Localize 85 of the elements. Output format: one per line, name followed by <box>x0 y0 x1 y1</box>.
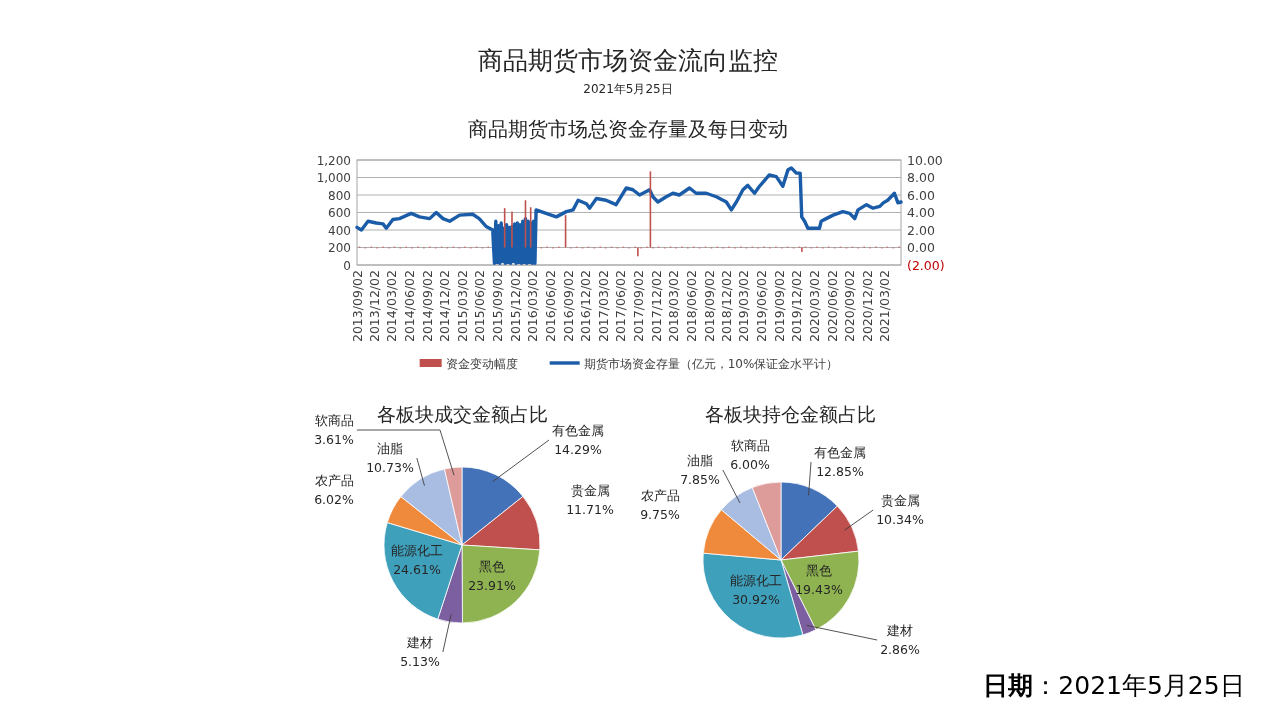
data-label: 10.73% <box>366 460 414 475</box>
data-label: 23.91% <box>468 578 516 593</box>
x-tick-label: 2014/03/02 <box>384 270 400 343</box>
data-label: 10.34% <box>876 512 924 527</box>
x-tick-label: 2018/12/02 <box>719 270 735 343</box>
chart-title: 各板块持仓金额占比 <box>704 403 876 425</box>
x-tick-label: 2013/12/02 <box>367 270 383 343</box>
slice-label: 油脂 <box>687 453 713 468</box>
slice-label: 软商品 <box>314 413 354 428</box>
x-tick-label: 2020/09/02 <box>842 270 858 343</box>
chart-title: 商品期货市场总资金存量及每日变动 <box>468 117 788 141</box>
x-tick-label: 2017/12/02 <box>648 270 664 343</box>
y2-tick-label: 4.00 <box>907 205 935 220</box>
x-tick-label: 2018/03/02 <box>666 270 682 343</box>
x-tick-label: 2015/09/02 <box>490 270 506 343</box>
data-label: 5.13% <box>400 654 440 669</box>
data-label: 6.00% <box>730 457 770 472</box>
x-tick-label: 2020/03/02 <box>806 270 822 343</box>
y-tick-label: 600 <box>328 206 351 220</box>
x-tick-label: 2019/03/02 <box>736 270 752 343</box>
slice-label: 贵金属 <box>570 483 610 498</box>
y-tick-label: 400 <box>328 223 351 238</box>
text: 商品期货市场资金流向监控 <box>478 46 778 75</box>
chart-title: 各板块成交金额占比 <box>376 403 548 425</box>
data-label: 7.85% <box>680 472 720 487</box>
data-label: 6.02% <box>314 492 354 507</box>
x-tick-label: 2021/03/02 <box>877 270 893 343</box>
slice-label: 油脂 <box>377 441 403 456</box>
slice-label: 建材 <box>886 623 913 638</box>
x-tick-label: 2019/12/02 <box>789 270 805 343</box>
y-tick-label: 1,200 <box>316 153 351 168</box>
text: 日期：2021年5月25日 <box>983 671 1245 700</box>
slice-label: 软商品 <box>730 438 770 453</box>
x-tick-label: 2014/09/02 <box>419 270 435 343</box>
x-tick-label: 2019/06/02 <box>754 270 770 343</box>
data-label: 24.61% <box>393 562 441 577</box>
x-tick-label: 2015/12/02 <box>507 270 523 343</box>
slice-label: 建材 <box>406 635 433 650</box>
y-tick-label: 1,000 <box>316 171 351 185</box>
x-tick-label: 2018/09/02 <box>701 270 717 343</box>
y-tick-label: 0 <box>343 258 351 273</box>
x-tick-label: 2016/09/02 <box>560 270 576 343</box>
x-tick-label: 2014/06/02 <box>402 270 418 343</box>
slice-label: 有色金属 <box>552 423 604 438</box>
legend-label: 资金变动幅度 <box>445 356 518 371</box>
y2-tick-label: 0.00 <box>907 240 935 255</box>
legend-label: 期货市场资金存量（亿元，10%保证金水平计） <box>583 356 839 371</box>
data-label: 19.43% <box>795 582 843 597</box>
slice-label: 能源化工 <box>391 543 443 558</box>
x-tick-label: 2016/12/02 <box>578 270 594 343</box>
y2-tick-label: 6.00 <box>907 187 935 203</box>
data-label: 12.85% <box>816 464 864 479</box>
slice-label: 能源化工 <box>730 573 782 588</box>
x-tick-label: 2014/12/02 <box>437 270 453 343</box>
y2-tick-label: 8.00 <box>907 170 935 185</box>
x-tick-label: 2015/06/02 <box>472 270 488 343</box>
y2-tick-label: 2.00 <box>907 222 935 238</box>
y2-tick-label: 10.00 <box>907 152 943 168</box>
x-tick-label: 2020/12/02 <box>859 270 875 343</box>
data-label: 9.75% <box>640 507 680 522</box>
data-label: 2.86% <box>880 642 920 657</box>
x-tick-label: 2015/03/02 <box>454 270 470 343</box>
slice-label: 黑色 <box>806 563 832 578</box>
x-tick-label: 2016/03/02 <box>525 270 541 343</box>
data-label: 14.29% <box>554 442 602 457</box>
x-tick-label: 2013/09/02 <box>349 270 365 343</box>
data-label: 30.92% <box>732 592 780 607</box>
y-tick-label: 200 <box>328 241 351 255</box>
x-tick-label: 2016/06/02 <box>543 270 559 343</box>
x-tick-label: 2018/06/02 <box>683 270 699 343</box>
x-tick-label: 2017/03/02 <box>595 270 611 343</box>
slice-label: 贵金属 <box>880 493 920 508</box>
slice-label: 黑色 <box>479 559 505 574</box>
slice-label: 有色金属 <box>814 445 866 460</box>
x-tick-label: 2017/09/02 <box>631 270 647 343</box>
data-label: 3.61% <box>314 432 354 447</box>
y2-tick-label: (2.00) <box>907 257 945 273</box>
slice-label: 农产品 <box>640 488 680 503</box>
slice-label: 农产品 <box>314 473 354 488</box>
x-tick-label: 2017/06/02 <box>613 270 629 343</box>
y-tick-label: 800 <box>328 188 351 203</box>
x-tick-label: 2020/06/02 <box>824 270 840 343</box>
text: 2021年5月25日 <box>583 82 673 96</box>
data-label: 11.71% <box>566 502 614 517</box>
x-tick-label: 2019/09/02 <box>771 270 787 343</box>
